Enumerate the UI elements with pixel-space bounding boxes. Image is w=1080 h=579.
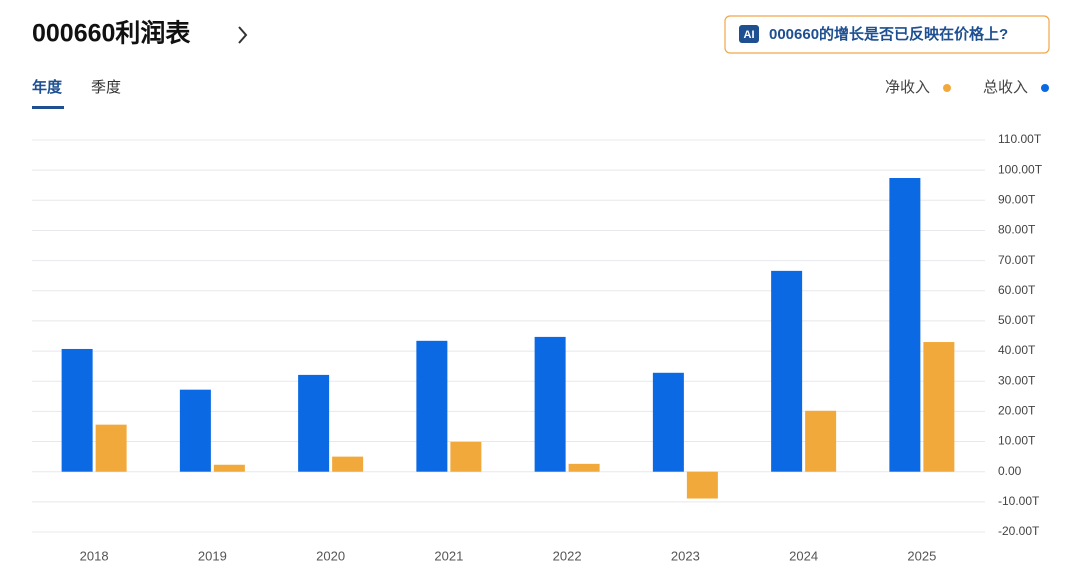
bar: [450, 441, 482, 472]
bar: [534, 336, 566, 472]
ai-question[interactable]: 000660的增长是否已反映在价格上?: [769, 25, 1008, 43]
legend-label: 净收入: [885, 79, 930, 96]
bar: [686, 471, 718, 499]
legend-dot: [1041, 84, 1049, 92]
y-tick-label: 20.00T: [998, 404, 1036, 418]
bar: [652, 372, 684, 472]
x-tick-label: 2019: [198, 548, 227, 563]
page-title: 000660利润表: [32, 19, 191, 48]
bar: [61, 348, 93, 472]
bar: [298, 374, 330, 472]
legend-label: 总收入: [983, 79, 1028, 96]
tab-underline: [32, 106, 64, 109]
tab-quarterly[interactable]: 季度: [91, 79, 121, 96]
x-tick-label: 2021: [434, 548, 463, 563]
bar: [179, 389, 211, 472]
y-tick-label: 60.00T: [998, 283, 1036, 297]
y-tick-label: 40.00T: [998, 343, 1036, 357]
ai-badge-text: AI: [744, 29, 755, 41]
tab-annual[interactable]: 年度: [32, 78, 63, 96]
legend-dot: [943, 84, 951, 92]
y-tick-label: 70.00T: [998, 253, 1036, 267]
chevron-icon[interactable]: [238, 26, 248, 44]
x-tick-label: 2018: [80, 548, 109, 563]
ai-button[interactable]: AI 000660的增长是否已反映在价格上?: [724, 15, 1050, 54]
y-tick-label: -10.00T: [998, 494, 1040, 508]
bar: [889, 177, 921, 472]
y-tick-label: 50.00T: [998, 313, 1036, 327]
x-tick-label: 2023: [671, 548, 700, 563]
bar: [805, 410, 837, 472]
bar: [923, 342, 955, 472]
bar: [568, 463, 600, 472]
bar: [771, 270, 803, 472]
y-tick-label: -20.00T: [998, 524, 1040, 538]
x-tick-label: 2025: [907, 548, 936, 563]
y-tick-label: 10.00T: [998, 434, 1036, 448]
y-tick-label: 80.00T: [998, 223, 1036, 237]
x-tick-label: 2020: [316, 548, 345, 563]
ai-button-frame[interactable]: [724, 15, 1050, 54]
bar: [416, 340, 448, 472]
bar: [213, 464, 245, 472]
x-tick-label: 2024: [789, 548, 818, 563]
y-tick-label: 100.00T: [998, 162, 1043, 176]
y-tick-label: 90.00T: [998, 192, 1036, 206]
bar: [332, 456, 364, 472]
ai-badge: [739, 25, 759, 43]
y-tick-label: 110.00T: [998, 132, 1042, 146]
bar: [95, 424, 127, 472]
y-tick-label: 30.00T: [998, 373, 1036, 387]
x-tick-label: 2022: [553, 548, 582, 563]
y-tick-label: 0.00: [998, 464, 1022, 478]
